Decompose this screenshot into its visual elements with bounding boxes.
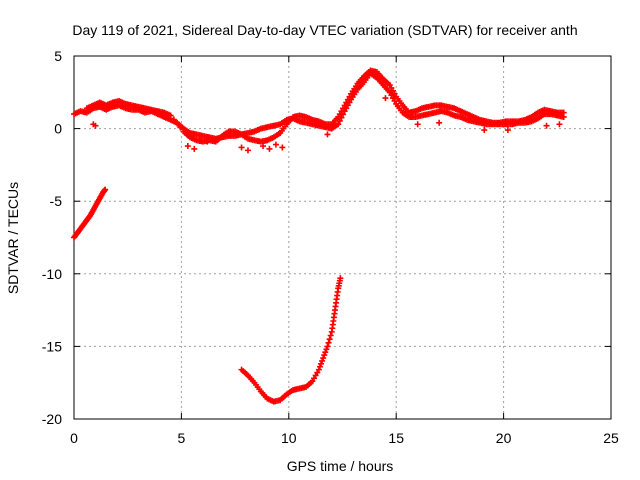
data-point <box>318 360 325 367</box>
data-point <box>556 121 563 128</box>
data-point <box>481 127 488 134</box>
y-tick-label: -10 <box>42 266 62 282</box>
y-tick-label: 0 <box>54 121 62 137</box>
y-tick-label: -5 <box>50 193 63 209</box>
data-point <box>320 355 327 362</box>
x-tick-label: 20 <box>496 430 512 446</box>
data-point <box>279 144 286 151</box>
data-point <box>266 145 273 152</box>
chart-title: Day 119 of 2021, Sidereal Day-to-day VTE… <box>72 22 577 38</box>
data-point <box>504 127 511 134</box>
data-point <box>560 109 567 116</box>
data-point <box>260 143 267 150</box>
data-point <box>191 145 198 152</box>
data-point <box>177 124 184 131</box>
x-tick-label: 15 <box>388 430 404 446</box>
data-point <box>325 339 332 346</box>
data-point <box>272 141 279 148</box>
data-point <box>335 121 342 128</box>
data-point <box>204 138 211 145</box>
data-point <box>319 357 326 364</box>
x-tick-label: 0 <box>70 430 78 446</box>
data-point <box>321 352 328 359</box>
x-tick-label: 5 <box>178 430 186 446</box>
data-point <box>436 119 443 126</box>
data-point <box>184 143 191 150</box>
data-point <box>167 112 174 119</box>
data-point <box>102 186 109 193</box>
y-tick-label: 5 <box>54 48 62 64</box>
data-point <box>170 116 177 123</box>
axis-ticks: 0 5 10 15 20 25 5 0 -5 -10 -15 -20 <box>42 48 619 446</box>
data-point <box>327 332 334 339</box>
data-point <box>326 336 333 343</box>
data-point <box>322 349 329 356</box>
data-point <box>414 121 421 128</box>
grid-lines <box>74 56 611 419</box>
data-point <box>324 343 331 350</box>
x-tick-label: 10 <box>281 430 297 446</box>
data-point <box>543 122 550 129</box>
data-point <box>238 144 245 151</box>
data-point <box>174 120 181 127</box>
data-point <box>92 122 99 129</box>
data-point <box>316 363 323 370</box>
data-point <box>315 366 322 373</box>
data-point <box>382 95 389 102</box>
data-point <box>324 131 331 138</box>
x-tick-label: 25 <box>603 430 619 446</box>
data-points <box>71 67 567 405</box>
y-tick-label: -15 <box>42 338 62 354</box>
data-point <box>337 275 344 282</box>
x-axis-label: GPS time / hours <box>287 458 394 474</box>
y-axis-label: SDTVAR / TECUs <box>5 182 21 294</box>
data-point <box>244 147 251 154</box>
y-tick-label: -20 <box>42 411 62 427</box>
data-point <box>323 346 330 353</box>
